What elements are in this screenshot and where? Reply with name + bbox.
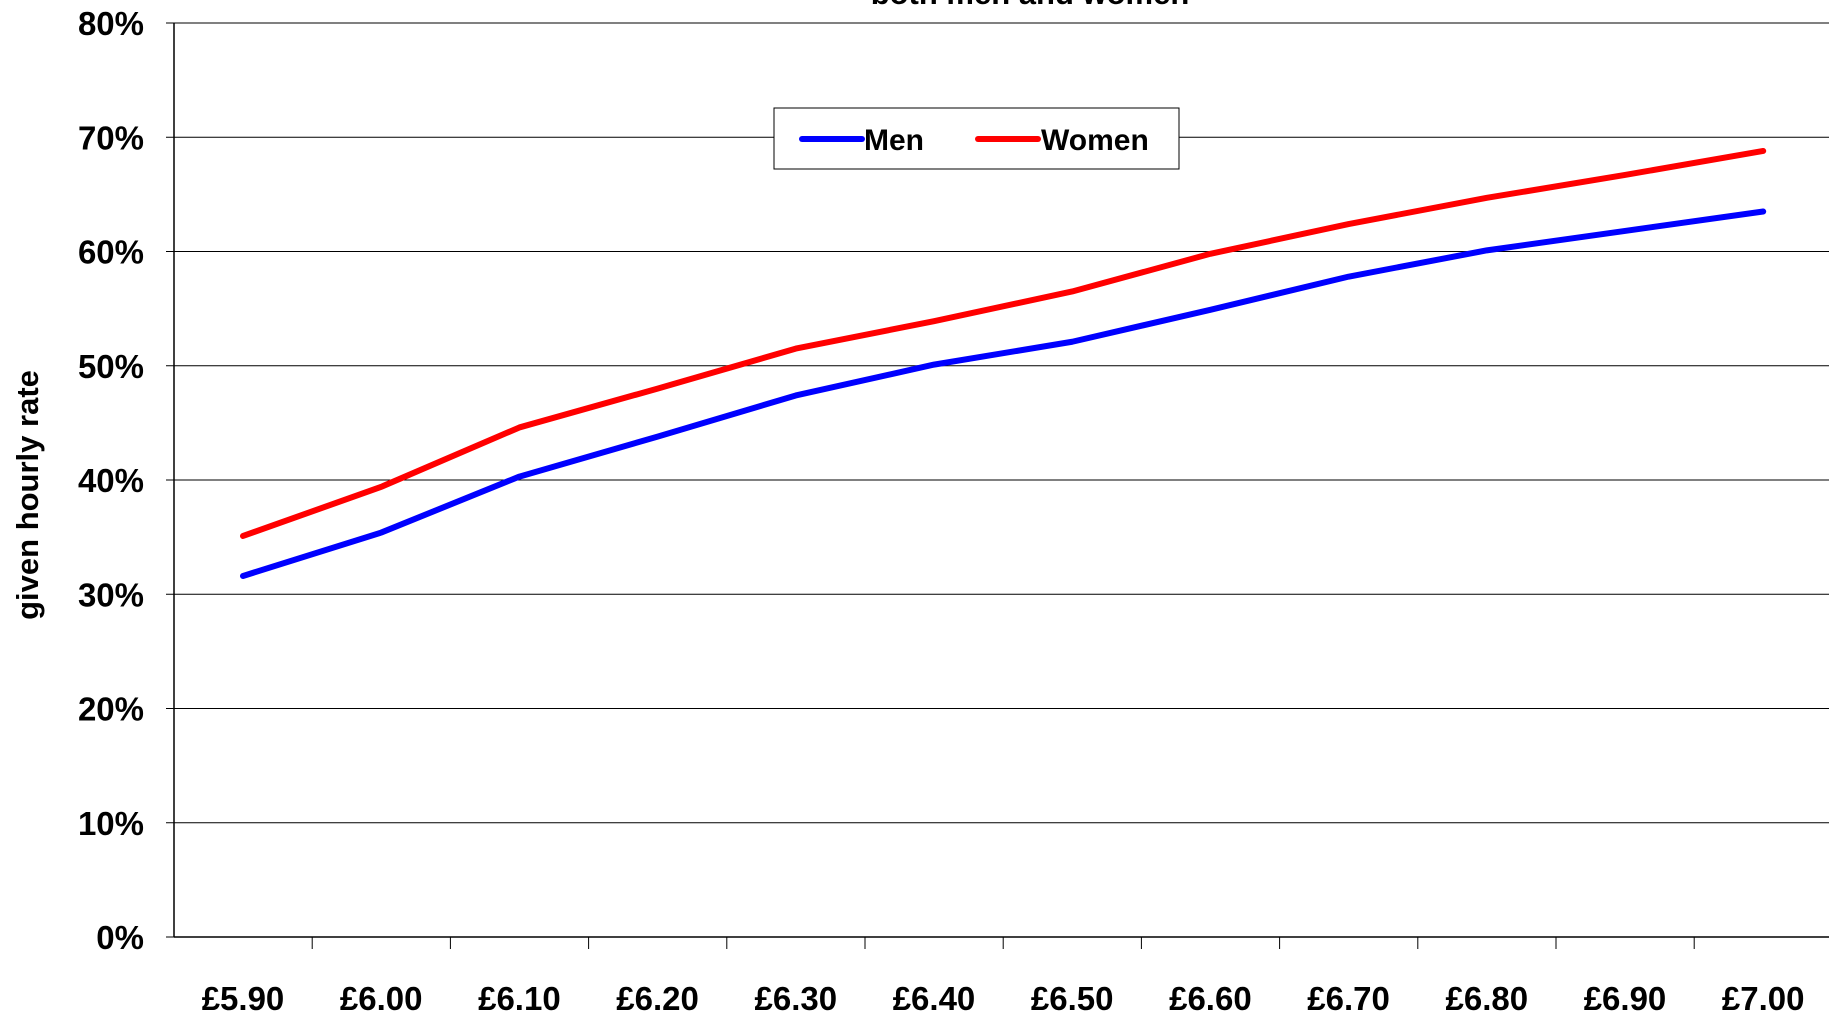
- legend-label-men: Men: [864, 124, 924, 157]
- y-tick-label: 20%: [78, 691, 144, 728]
- y-tick-label: 30%: [78, 576, 144, 613]
- x-tick-label: £6.20: [616, 980, 699, 1016]
- legend-label-women: Women: [1041, 124, 1149, 157]
- data-point-men: [657, 436, 659, 438]
- data-point-women: [518, 426, 520, 428]
- data-point-women: [1209, 253, 1211, 255]
- x-tick-label: £6.90: [1584, 980, 1667, 1016]
- data-point-women: [795, 348, 797, 350]
- x-tick-label: £6.40: [893, 980, 976, 1016]
- x-tick-label: £6.50: [1031, 980, 1114, 1016]
- data-point-men: [795, 394, 797, 396]
- data-point-men: [1071, 341, 1073, 343]
- data-point-women: [1071, 290, 1073, 292]
- y-tick-labels: 0% 10% 20% 30% 40% 50% 60% 70% 80%: [78, 5, 144, 956]
- x-tick-label: £6.60: [1169, 980, 1252, 1016]
- data-point-men: [1624, 230, 1626, 232]
- data-point-men: [1348, 276, 1350, 278]
- y-tick-label: 10%: [78, 805, 144, 842]
- y-tick-label: 0%: [96, 919, 144, 956]
- data-point-men: [933, 364, 935, 366]
- x-tick-label: £7.00: [1722, 980, 1805, 1016]
- y-axis-title-layer: given hourly rate: [10, 370, 45, 620]
- data-point-women: [1486, 197, 1488, 199]
- x-tick-label: £5.90: [202, 980, 285, 1016]
- data-point-men: [1209, 309, 1211, 311]
- data-point-women: [1624, 174, 1626, 176]
- title-layer: both men and women: [871, 0, 1190, 11]
- y-tick-label: 80%: [78, 5, 144, 42]
- y-tick-label: 50%: [78, 348, 144, 385]
- y-tick-label: 70%: [78, 119, 144, 156]
- data-point-men: [518, 476, 520, 478]
- chart-title: both men and women: [871, 0, 1190, 11]
- data-point-women: [657, 388, 659, 390]
- data-point-women: [380, 486, 382, 488]
- data-point-women: [933, 320, 935, 322]
- y-tick-label: 40%: [78, 462, 144, 499]
- data-point-men: [1486, 249, 1488, 251]
- data-point-men: [1762, 211, 1764, 213]
- grid-layer: [174, 22, 1829, 824]
- y-axis-title: given hourly rate: [10, 370, 45, 620]
- data-point-women: [1348, 223, 1350, 225]
- x-tick-label: £6.00: [340, 980, 423, 1016]
- data-point-men: [242, 575, 244, 577]
- axes-layer: [166, 22, 1829, 949]
- series-line-women: [240, 147, 1767, 539]
- data-point-women: [242, 535, 244, 537]
- data-point-men: [380, 532, 382, 534]
- series-layer: [240, 147, 1767, 579]
- y-tick-label: 60%: [78, 234, 144, 271]
- x-tick-label: £6.70: [1307, 980, 1390, 1016]
- data-point-women: [1762, 150, 1764, 152]
- legend: Men Women: [773, 107, 1180, 170]
- series-line-men: [240, 208, 1767, 579]
- x-tick-label: £6.10: [478, 980, 561, 1016]
- x-tick-label: £6.80: [1446, 980, 1529, 1016]
- x-tick-labels: £5.90 £6.00 £6.10 £6.20 £6.30 £6.40 £6.50 £6.60…: [202, 980, 1805, 1016]
- x-tick-label: £6.30: [755, 980, 838, 1016]
